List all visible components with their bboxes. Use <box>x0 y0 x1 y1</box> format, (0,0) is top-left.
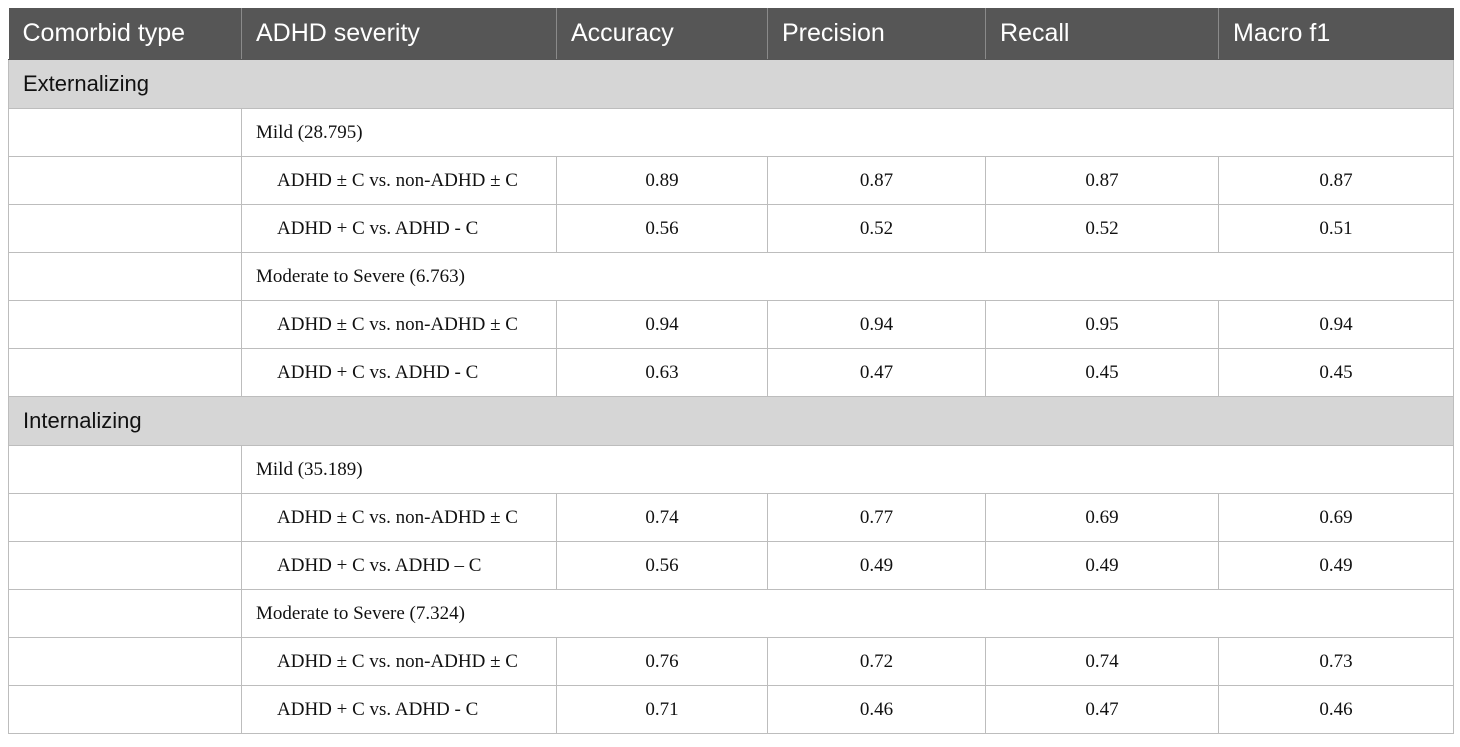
empty-cell <box>8 204 242 253</box>
accuracy-cell: 0.56 <box>556 204 768 253</box>
accuracy-cell: 0.74 <box>556 493 768 542</box>
comparison-cell: ADHD ± C vs. non-ADHD ± C <box>241 637 557 686</box>
table-row: ADHD + C vs. ADHD - C 0.71 0.46 0.47 0.4… <box>8 685 1454 734</box>
empty-cell <box>8 156 242 205</box>
empty-cell <box>8 685 242 734</box>
empty-cell <box>8 300 242 349</box>
empty-cell <box>8 108 242 157</box>
accuracy-cell: 0.71 <box>556 685 768 734</box>
table-row: ADHD + C vs. ADHD - C 0.63 0.47 0.45 0.4… <box>8 348 1454 397</box>
precision-cell: 0.72 <box>767 637 986 686</box>
recall-cell: 0.49 <box>985 541 1219 590</box>
macro-f1-cell: 0.51 <box>1218 204 1454 253</box>
recall-cell: 0.74 <box>985 637 1219 686</box>
table-row: ADHD ± C vs. non-ADHD ± C 0.89 0.87 0.87… <box>8 156 1454 205</box>
empty-cell <box>8 541 242 590</box>
header-comorbid-type: Comorbid type <box>8 8 242 60</box>
severity-label: Moderate to Severe (6.763) <box>241 252 1454 301</box>
header-row: Comorbid type ADHD severity Accuracy Pre… <box>8 8 1454 60</box>
precision-cell: 0.49 <box>767 541 986 590</box>
precision-cell: 0.77 <box>767 493 986 542</box>
header-accuracy: Accuracy <box>556 8 768 60</box>
severity-row: Moderate to Severe (6.763) <box>8 252 1454 301</box>
precision-cell: 0.52 <box>767 204 986 253</box>
macro-f1-cell: 0.46 <box>1218 685 1454 734</box>
recall-cell: 0.95 <box>985 300 1219 349</box>
section-label: Internalizing <box>8 396 1454 446</box>
header-macro-f1: Macro f1 <box>1218 8 1454 60</box>
macro-f1-cell: 0.45 <box>1218 348 1454 397</box>
recall-cell: 0.47 <box>985 685 1219 734</box>
recall-cell: 0.87 <box>985 156 1219 205</box>
precision-cell: 0.46 <box>767 685 986 734</box>
comparison-cell: ADHD + C vs. ADHD - C <box>241 204 557 253</box>
macro-f1-cell: 0.69 <box>1218 493 1454 542</box>
macro-f1-cell: 0.73 <box>1218 637 1454 686</box>
table-row: ADHD ± C vs. non-ADHD ± C 0.74 0.77 0.69… <box>8 493 1454 542</box>
comparison-cell: ADHD ± C vs. non-ADHD ± C <box>241 156 557 205</box>
header-adhd-severity: ADHD severity <box>241 8 557 60</box>
accuracy-cell: 0.56 <box>556 541 768 590</box>
accuracy-cell: 0.63 <box>556 348 768 397</box>
severity-label: Mild (28.795) <box>241 108 1454 157</box>
empty-cell <box>8 348 242 397</box>
severity-row: Mild (28.795) <box>8 108 1454 157</box>
comparison-cell: ADHD + C vs. ADHD – C <box>241 541 557 590</box>
header-recall: Recall <box>985 8 1219 60</box>
section-row-internalizing: Internalizing <box>8 396 1454 446</box>
accuracy-cell: 0.94 <box>556 300 768 349</box>
empty-cell <box>8 637 242 686</box>
comparison-cell: ADHD ± C vs. non-ADHD ± C <box>241 493 557 542</box>
recall-cell: 0.52 <box>985 204 1219 253</box>
severity-row: Moderate to Severe (7.324) <box>8 589 1454 638</box>
recall-cell: 0.45 <box>985 348 1219 397</box>
precision-cell: 0.47 <box>767 348 986 397</box>
comparison-cell: ADHD + C vs. ADHD - C <box>241 348 557 397</box>
macro-f1-cell: 0.87 <box>1218 156 1454 205</box>
precision-cell: 0.94 <box>767 300 986 349</box>
table-row: ADHD + C vs. ADHD - C 0.56 0.52 0.52 0.5… <box>8 204 1454 253</box>
macro-f1-cell: 0.94 <box>1218 300 1454 349</box>
severity-label: Moderate to Severe (7.324) <box>241 589 1454 638</box>
empty-cell <box>8 252 242 301</box>
header-precision: Precision <box>767 8 986 60</box>
empty-cell <box>8 589 242 638</box>
comparison-cell: ADHD ± C vs. non-ADHD ± C <box>241 300 557 349</box>
table-row: ADHD ± C vs. non-ADHD ± C 0.76 0.72 0.74… <box>8 637 1454 686</box>
macro-f1-cell: 0.49 <box>1218 541 1454 590</box>
comparison-cell: ADHD + C vs. ADHD - C <box>241 685 557 734</box>
precision-cell: 0.87 <box>767 156 986 205</box>
results-table: Comorbid type ADHD severity Accuracy Pre… <box>8 8 1454 734</box>
section-row-externalizing: Externalizing <box>8 59 1454 109</box>
empty-cell <box>8 445 242 494</box>
accuracy-cell: 0.89 <box>556 156 768 205</box>
severity-row: Mild (35.189) <box>8 445 1454 494</box>
empty-cell <box>8 493 242 542</box>
accuracy-cell: 0.76 <box>556 637 768 686</box>
table-row: ADHD + C vs. ADHD – C 0.56 0.49 0.49 0.4… <box>8 541 1454 590</box>
recall-cell: 0.69 <box>985 493 1219 542</box>
table-row: ADHD ± C vs. non-ADHD ± C 0.94 0.94 0.95… <box>8 300 1454 349</box>
severity-label: Mild (35.189) <box>241 445 1454 494</box>
section-label: Externalizing <box>8 59 1454 109</box>
